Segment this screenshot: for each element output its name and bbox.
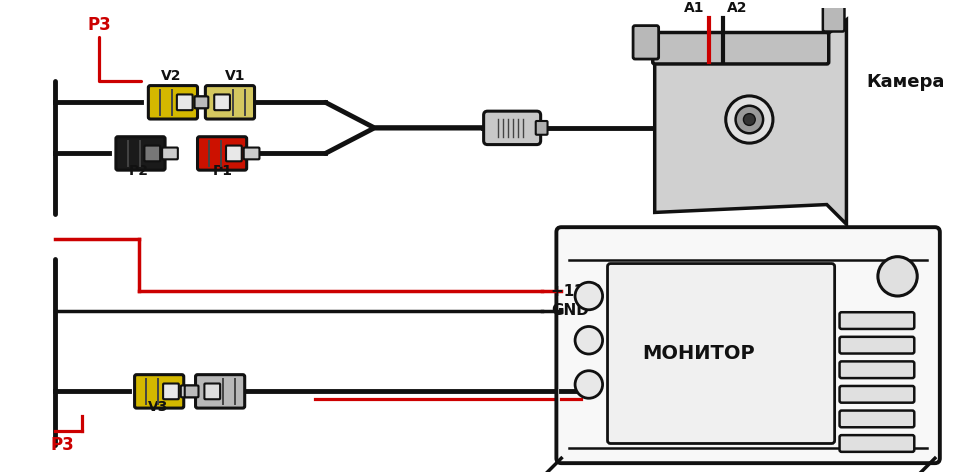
FancyBboxPatch shape <box>116 137 165 170</box>
FancyBboxPatch shape <box>840 337 914 354</box>
Circle shape <box>735 106 763 133</box>
FancyBboxPatch shape <box>653 33 828 64</box>
FancyBboxPatch shape <box>163 384 179 399</box>
Text: GND: GND <box>551 303 589 318</box>
Text: P1: P1 <box>213 164 233 178</box>
Text: +12 В: +12 В <box>551 284 602 299</box>
Circle shape <box>726 96 773 143</box>
FancyBboxPatch shape <box>840 312 914 329</box>
FancyBboxPatch shape <box>484 111 540 144</box>
FancyBboxPatch shape <box>823 6 845 32</box>
FancyBboxPatch shape <box>180 386 197 397</box>
FancyBboxPatch shape <box>205 85 254 119</box>
Circle shape <box>575 327 603 354</box>
FancyBboxPatch shape <box>198 137 247 170</box>
FancyBboxPatch shape <box>536 121 547 135</box>
Text: P2: P2 <box>129 164 149 178</box>
Circle shape <box>877 257 917 296</box>
FancyBboxPatch shape <box>608 263 834 444</box>
Text: V3: V3 <box>148 400 168 414</box>
Polygon shape <box>655 20 847 224</box>
FancyBboxPatch shape <box>633 25 659 59</box>
Text: МОНИТОР: МОНИТОР <box>642 344 756 363</box>
FancyBboxPatch shape <box>195 96 210 108</box>
FancyBboxPatch shape <box>204 384 220 399</box>
Text: A1: A1 <box>684 1 705 15</box>
FancyBboxPatch shape <box>840 435 914 452</box>
FancyBboxPatch shape <box>214 94 230 110</box>
FancyBboxPatch shape <box>840 411 914 427</box>
FancyBboxPatch shape <box>184 386 199 397</box>
Circle shape <box>575 371 603 398</box>
Circle shape <box>575 282 603 310</box>
FancyBboxPatch shape <box>840 362 914 378</box>
FancyBboxPatch shape <box>162 148 178 160</box>
Text: A2: A2 <box>727 1 747 15</box>
FancyBboxPatch shape <box>177 94 193 110</box>
Text: P3: P3 <box>50 437 74 455</box>
FancyBboxPatch shape <box>144 145 160 161</box>
FancyBboxPatch shape <box>149 85 198 119</box>
FancyBboxPatch shape <box>195 96 208 108</box>
FancyBboxPatch shape <box>226 145 242 161</box>
Text: P3: P3 <box>87 16 111 34</box>
Circle shape <box>743 114 756 126</box>
FancyBboxPatch shape <box>244 148 259 160</box>
FancyBboxPatch shape <box>840 386 914 403</box>
FancyBboxPatch shape <box>557 227 940 463</box>
FancyBboxPatch shape <box>196 375 245 408</box>
FancyBboxPatch shape <box>134 375 183 408</box>
Text: V2: V2 <box>160 69 181 83</box>
Text: Камера: Камера <box>866 73 945 91</box>
Text: V1: V1 <box>225 69 245 83</box>
